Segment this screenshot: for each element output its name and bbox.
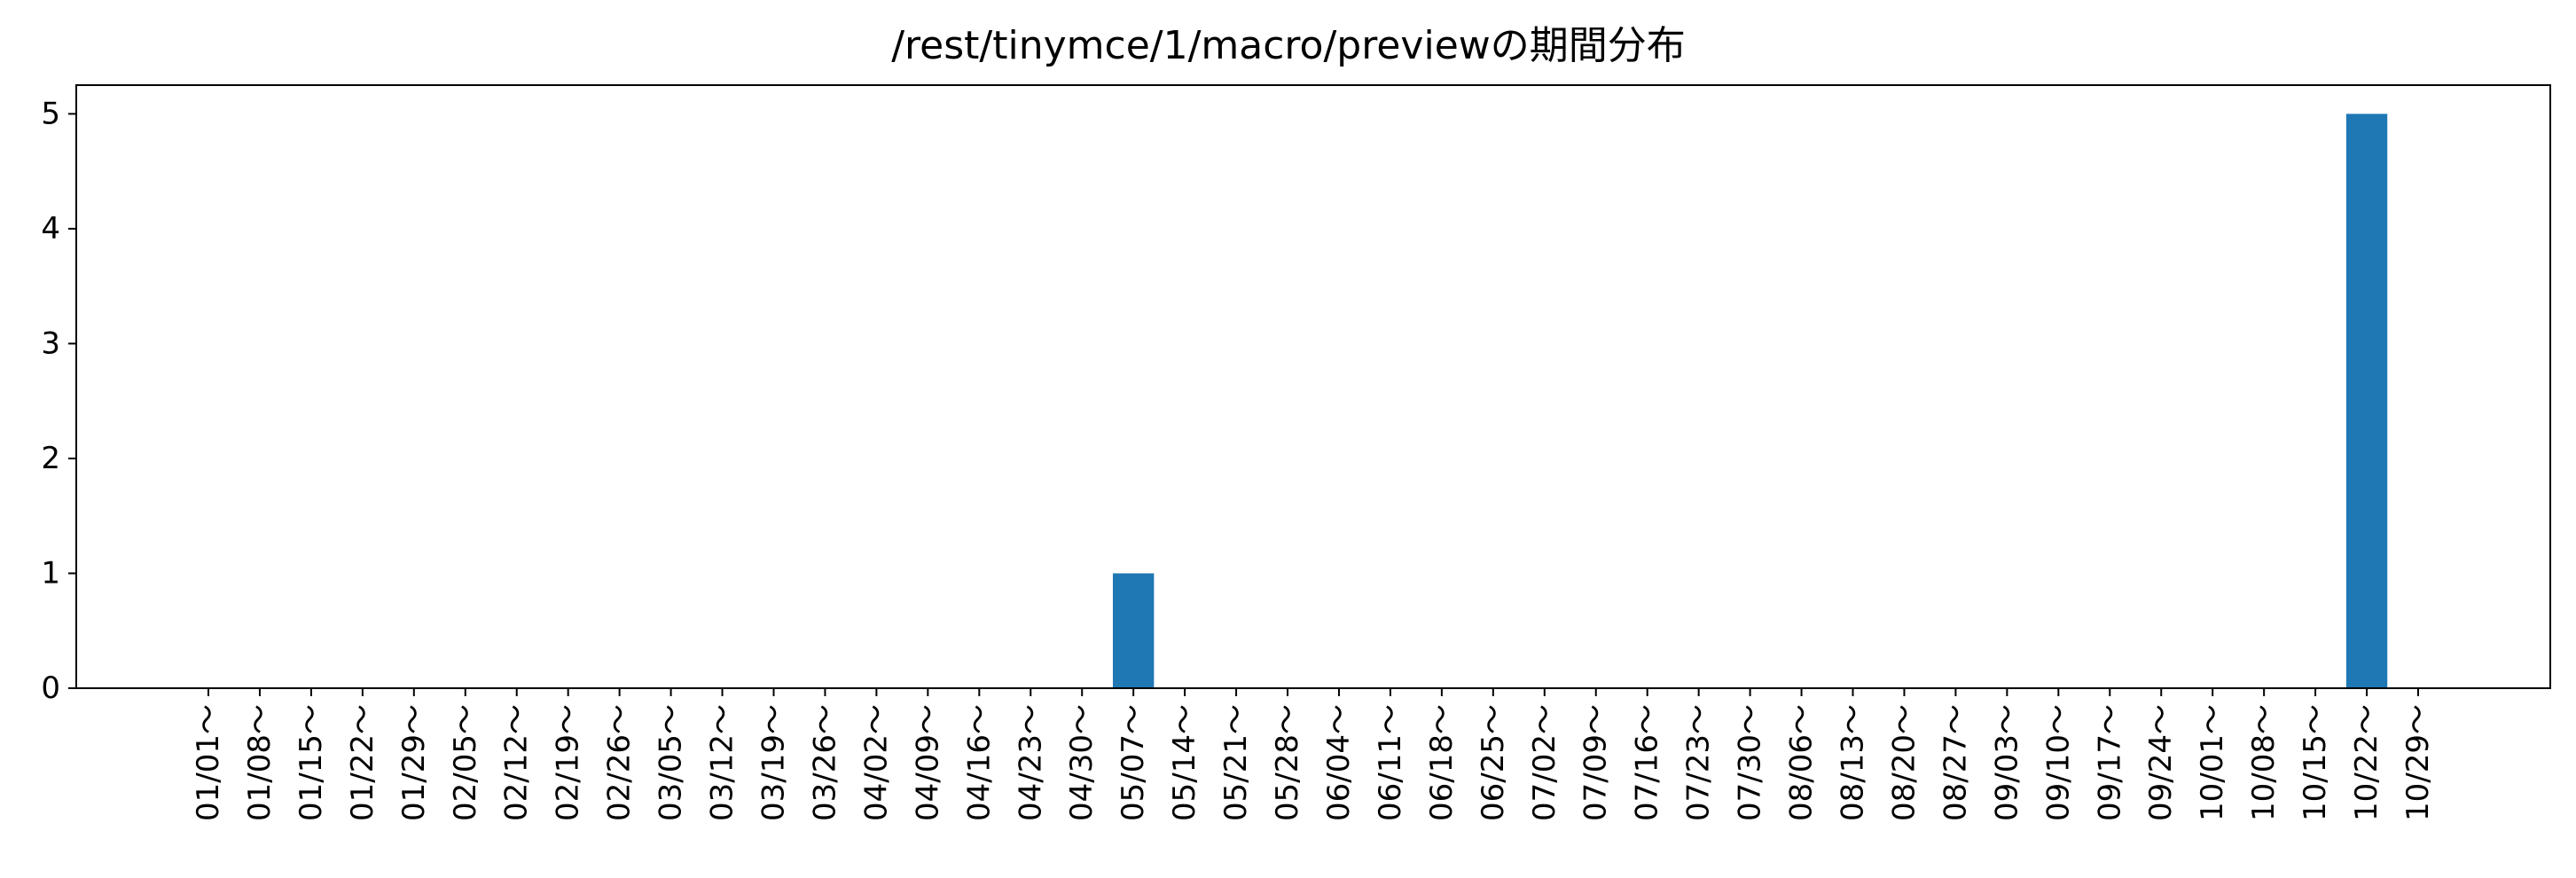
x-tick-label: 07/30～ <box>1733 704 1768 821</box>
x-tick-label: 05/28～ <box>1270 704 1305 821</box>
x-tick-label: 01/01～ <box>191 704 226 821</box>
x-tick-label: 10/08～ <box>2246 704 2282 821</box>
x-tick-label: 09/10～ <box>2040 704 2076 821</box>
x-tick-label: 06/11～ <box>1373 704 1408 821</box>
x-tick-label: 01/22～ <box>345 704 380 821</box>
y-tick-label: 2 <box>41 441 60 476</box>
x-tick-label: 01/08～ <box>242 704 278 821</box>
x-tick-label: 07/02～ <box>1527 704 1562 821</box>
x-tick-label: 01/29～ <box>396 704 432 821</box>
x-tick-label: 09/17～ <box>2092 704 2127 821</box>
x-tick-label: 04/02～ <box>858 704 894 821</box>
x-tick-label: 08/20～ <box>1886 704 1922 821</box>
x-tick-label: 02/26～ <box>602 704 638 821</box>
y-tick-label: 1 <box>41 555 60 591</box>
y-tick-label: 4 <box>41 211 60 247</box>
x-tick-label: 07/16～ <box>1630 704 1665 821</box>
x-tick-label: 08/27～ <box>1938 704 1973 821</box>
x-tick-label: 04/09～ <box>910 704 945 821</box>
x-tick-label: 10/29～ <box>2400 704 2436 821</box>
y-tick-label: 5 <box>41 96 60 131</box>
x-tick-label: 05/14～ <box>1167 704 1202 821</box>
x-tick-label: 10/01～ <box>2195 704 2230 821</box>
x-tick-label: 08/13～ <box>1836 704 1871 821</box>
x-tick-label: 09/24～ <box>2143 704 2179 821</box>
x-tick-label: 05/21～ <box>1218 704 1254 821</box>
x-tick-label: 03/26～ <box>807 704 842 821</box>
x-tick-label: 02/19～ <box>551 704 586 821</box>
x-tick-label: 09/03～ <box>1989 704 2024 821</box>
bars-group <box>1112 114 2388 688</box>
x-tick-label: 07/23～ <box>1681 704 1717 821</box>
y-axis: 0 1 2 3 4 5 <box>41 96 76 706</box>
x-tick-label: 05/07～ <box>1116 704 1151 821</box>
plot-frame <box>75 84 2551 689</box>
x-tick-label: 04/23～ <box>1013 704 1048 821</box>
bar-42 <box>2345 114 2388 688</box>
x-axis: 01/01～ 01/08～ 01/15～ 01/22～ 01/29～ 02/05～ 02/1… <box>191 688 2436 821</box>
x-tick-label: 07/09～ <box>1578 704 1614 821</box>
x-tick-label: 04/30～ <box>1064 704 1100 821</box>
x-tick-label: 10/15～ <box>2298 704 2333 821</box>
x-tick-label: 03/19～ <box>756 704 791 821</box>
x-tick-label: 06/18～ <box>1424 704 1460 821</box>
x-tick-label: 06/25～ <box>1476 704 1511 821</box>
x-tick-label: 04/16～ <box>961 704 997 821</box>
x-tick-label: 01/15～ <box>294 704 329 821</box>
y-tick-label: 3 <box>41 325 60 361</box>
x-tick-label: 10/22～ <box>2349 704 2384 821</box>
x-tick-label: 03/05～ <box>654 704 689 821</box>
x-tick-label: 08/06～ <box>1784 704 1820 821</box>
bar-18 <box>1112 573 1155 688</box>
x-tick-label: 02/12～ <box>499 704 535 821</box>
x-tick-label: 03/12～ <box>705 704 740 821</box>
chart-title: /rest/tinymce/1/macro/previewの期間分布 <box>891 23 1686 68</box>
x-tick-label: 02/05～ <box>448 704 483 821</box>
y-tick-label: 0 <box>41 670 60 706</box>
x-tick-label: 06/04～ <box>1321 704 1357 821</box>
